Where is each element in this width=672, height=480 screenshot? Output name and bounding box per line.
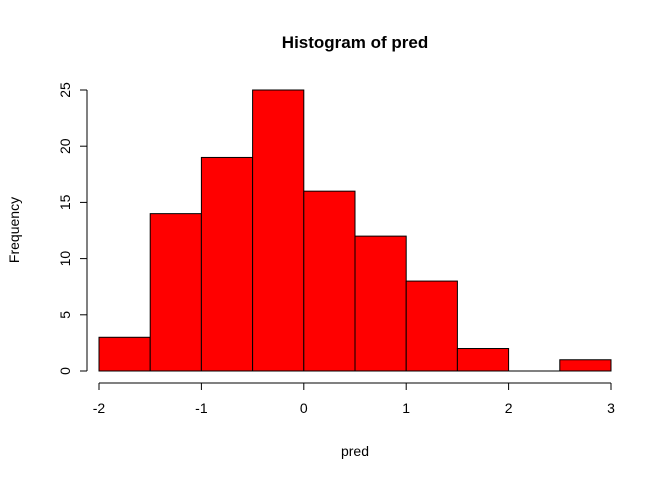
y-tick-label: 20 [57, 138, 73, 154]
y-tick-label: 10 [57, 251, 73, 267]
histogram-bar [98, 336, 151, 372]
bars-group [98, 89, 612, 372]
histogram-bar [405, 280, 458, 372]
x-axis-label: pred [341, 443, 369, 459]
histogram-bar [559, 359, 612, 372]
y-axis: 0 5 10 15 20 25 [57, 82, 88, 375]
y-tick-label: 5 [57, 311, 73, 319]
histogram-bar [303, 190, 356, 372]
histogram-bar [149, 213, 202, 372]
y-tick-label: 0 [57, 367, 73, 375]
x-tick-label: 1 [402, 400, 410, 416]
y-axis-label: Frequency [6, 197, 22, 263]
histogram-bar [456, 348, 510, 372]
y-tick-label: 25 [57, 82, 73, 98]
histogram-bar [200, 156, 254, 372]
histogram-bar [252, 89, 305, 372]
x-tick-label: -2 [93, 400, 106, 416]
x-tick-label: 0 [300, 400, 308, 416]
histogram-bar [354, 235, 407, 372]
x-tick-label: 3 [607, 400, 615, 416]
chart-title: Histogram of pred [282, 33, 428, 52]
x-tick-label: -1 [195, 400, 208, 416]
x-axis: -2 -1 0 1 2 3 [93, 382, 615, 416]
y-tick-label: 15 [57, 194, 73, 210]
x-tick-label: 2 [505, 400, 513, 416]
